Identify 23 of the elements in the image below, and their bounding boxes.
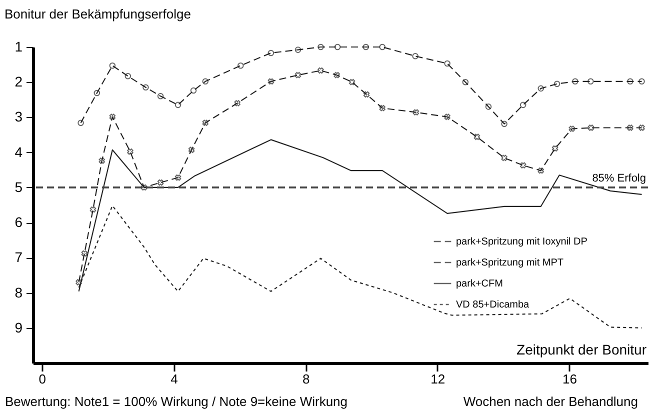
legend-label: park+Spritzung mit MPT xyxy=(456,258,564,268)
ref-line-label: 85% Erfolg xyxy=(592,172,646,184)
y-tick-label: 4 xyxy=(14,144,23,160)
y-axis-title: Bonitur der Bekämpfungserfolge xyxy=(4,6,191,22)
x-axis-title: Zeitpunkt der Bonitur xyxy=(516,342,647,358)
y-tick-label: 2 xyxy=(14,74,23,90)
text: Bewertung: Note1 = 100% Wirkung / Note 9=keine Wirkung xyxy=(5,394,348,409)
x-tick-label: 4 xyxy=(170,372,178,386)
legend-label: park+Spritzung mit Ioxynil DP xyxy=(456,236,588,248)
y-tick-label: 7 xyxy=(14,249,23,266)
x-tick-label: 8 xyxy=(302,372,310,386)
y-tick-label: 9 xyxy=(14,319,23,336)
y-tick-label: 1 xyxy=(14,38,23,54)
x-tick-label: 0 xyxy=(38,372,46,386)
legend-label: park+CFM xyxy=(456,278,503,290)
y-tick-label: 6 xyxy=(14,214,23,230)
legend-label: VD 85+Dicamba xyxy=(456,300,530,310)
x-tick-label: 16 xyxy=(562,372,577,386)
text: Wochen nach der Behandlung xyxy=(463,394,638,409)
x-tick-label: 12 xyxy=(430,372,446,386)
y-tick-label: 3 xyxy=(14,108,23,125)
y-tick-label: 8 xyxy=(14,284,23,300)
y-tick-label: 5 xyxy=(14,178,23,195)
